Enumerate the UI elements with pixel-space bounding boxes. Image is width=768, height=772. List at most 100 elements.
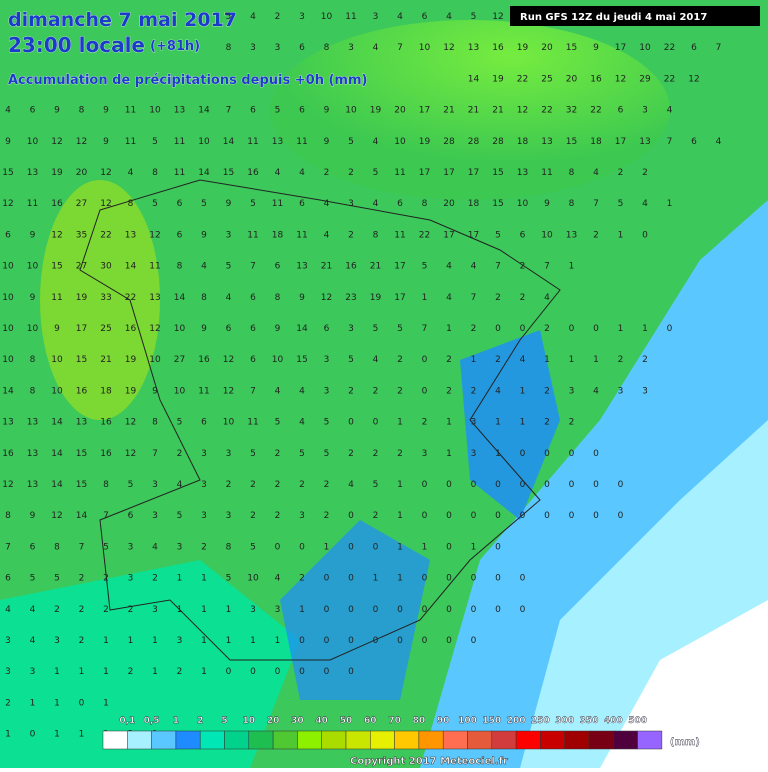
- grid-value: 6: [299, 106, 305, 116]
- grid-value: 2: [397, 386, 403, 396]
- grid-value: 19: [419, 137, 431, 147]
- legend-label: 350: [580, 716, 599, 726]
- grid-value: 19: [370, 106, 382, 116]
- field-wet: [40, 180, 160, 420]
- grid-value: 11: [541, 168, 552, 178]
- grid-value: 2: [54, 605, 60, 615]
- grid-value: 6: [250, 355, 256, 365]
- grid-value: 5: [397, 324, 403, 334]
- legend-label: 250: [531, 716, 550, 726]
- grid-value: 3: [569, 386, 575, 396]
- grid-value: 1: [422, 293, 428, 303]
- grid-value: 21: [468, 106, 479, 116]
- grid-value: 2: [152, 574, 158, 584]
- grid-value: 2: [226, 480, 232, 490]
- legend-label: 80: [413, 716, 426, 726]
- grid-value: 4: [373, 355, 379, 365]
- grid-value: 0: [495, 480, 501, 490]
- grid-value: 6: [299, 199, 305, 209]
- grid-value: 6: [226, 324, 232, 334]
- grid-value: 3: [152, 511, 158, 521]
- grid-value: 10: [639, 43, 651, 53]
- grid-value: 15: [76, 480, 87, 490]
- grid-value: 2: [642, 168, 648, 178]
- grid-value: 18: [272, 230, 284, 240]
- grid-value: 13: [468, 43, 479, 53]
- grid-value: 8: [226, 43, 232, 53]
- grid-value: 19: [125, 355, 137, 365]
- grid-value: 1: [618, 324, 624, 334]
- grid-value: 1: [324, 542, 330, 552]
- grid-value: 17: [615, 43, 626, 53]
- grid-value: 15: [2, 168, 13, 178]
- grid-value: 10: [51, 355, 63, 365]
- grid-value: 0: [250, 667, 256, 677]
- grid-value: 12: [223, 355, 234, 365]
- legend-swatch: [248, 730, 274, 750]
- grid-value: 0: [471, 480, 477, 490]
- grid-value: 0: [422, 511, 428, 521]
- grid-value: 0: [593, 511, 599, 521]
- grid-value: 0: [471, 574, 477, 584]
- grid-value: 3: [30, 667, 36, 677]
- grid-value: 0: [79, 698, 85, 708]
- grid-value: 7: [495, 262, 501, 272]
- grid-value: 7: [79, 542, 85, 552]
- grid-value: 5: [226, 262, 232, 272]
- grid-value: 0: [446, 542, 452, 552]
- grid-value: 3: [348, 324, 354, 334]
- grid-value: 9: [54, 106, 60, 116]
- grid-value: 28: [492, 137, 504, 147]
- grid-value: 4: [250, 12, 256, 22]
- grid-value: 6: [275, 262, 281, 272]
- grid-value: 1: [593, 355, 599, 365]
- grid-value: 5: [373, 168, 379, 178]
- grid-value: 8: [30, 386, 36, 396]
- grid-value: 1: [201, 574, 207, 584]
- grid-value: 2: [79, 605, 85, 615]
- grid-value: 3: [201, 511, 207, 521]
- grid-value: 10: [27, 324, 39, 334]
- grid-value: 4: [299, 168, 305, 178]
- grid-value: 3: [324, 386, 330, 396]
- legend-swatch: [102, 730, 128, 750]
- grid-value: 2: [569, 418, 575, 428]
- grid-value: 8: [201, 293, 207, 303]
- grid-value: 6: [397, 199, 403, 209]
- grid-value: 11: [198, 386, 209, 396]
- grid-value: 2: [593, 230, 599, 240]
- grid-value: 12: [100, 168, 111, 178]
- grid-value: 1: [397, 480, 403, 490]
- grid-value: 12: [492, 12, 503, 22]
- grid-value: 2: [544, 418, 550, 428]
- grid-value: 19: [76, 293, 88, 303]
- grid-value: 3: [275, 605, 281, 615]
- grid-value: 2: [275, 511, 281, 521]
- grid-value: 14: [51, 480, 63, 490]
- grid-value: 17: [76, 324, 87, 334]
- grid-value: 5: [54, 574, 60, 584]
- grid-value: 2: [471, 324, 477, 334]
- grid-value: 0: [495, 574, 501, 584]
- grid-value: 1: [373, 574, 379, 584]
- grid-value: 10: [174, 324, 186, 334]
- grid-value: 13: [296, 262, 307, 272]
- grid-value: 13: [149, 293, 160, 303]
- grid-value: 21: [492, 106, 503, 116]
- grid-value: 2: [495, 293, 501, 303]
- grid-value: 19: [370, 293, 382, 303]
- grid-value: 4: [593, 168, 599, 178]
- grid-value: 4: [5, 605, 11, 615]
- grid-value: 13: [76, 418, 87, 428]
- grid-value: 0: [348, 667, 354, 677]
- grid-value: 13: [27, 168, 38, 178]
- grid-value: 6: [177, 199, 183, 209]
- grid-value: 8: [275, 293, 281, 303]
- grid-value: 2: [642, 355, 648, 365]
- grid-value: 0: [618, 511, 624, 521]
- grid-value: 1: [397, 574, 403, 584]
- grid-value: 8: [54, 542, 60, 552]
- grid-value: 3: [226, 511, 232, 521]
- grid-value: 4: [30, 605, 36, 615]
- grid-value: 1: [79, 730, 85, 740]
